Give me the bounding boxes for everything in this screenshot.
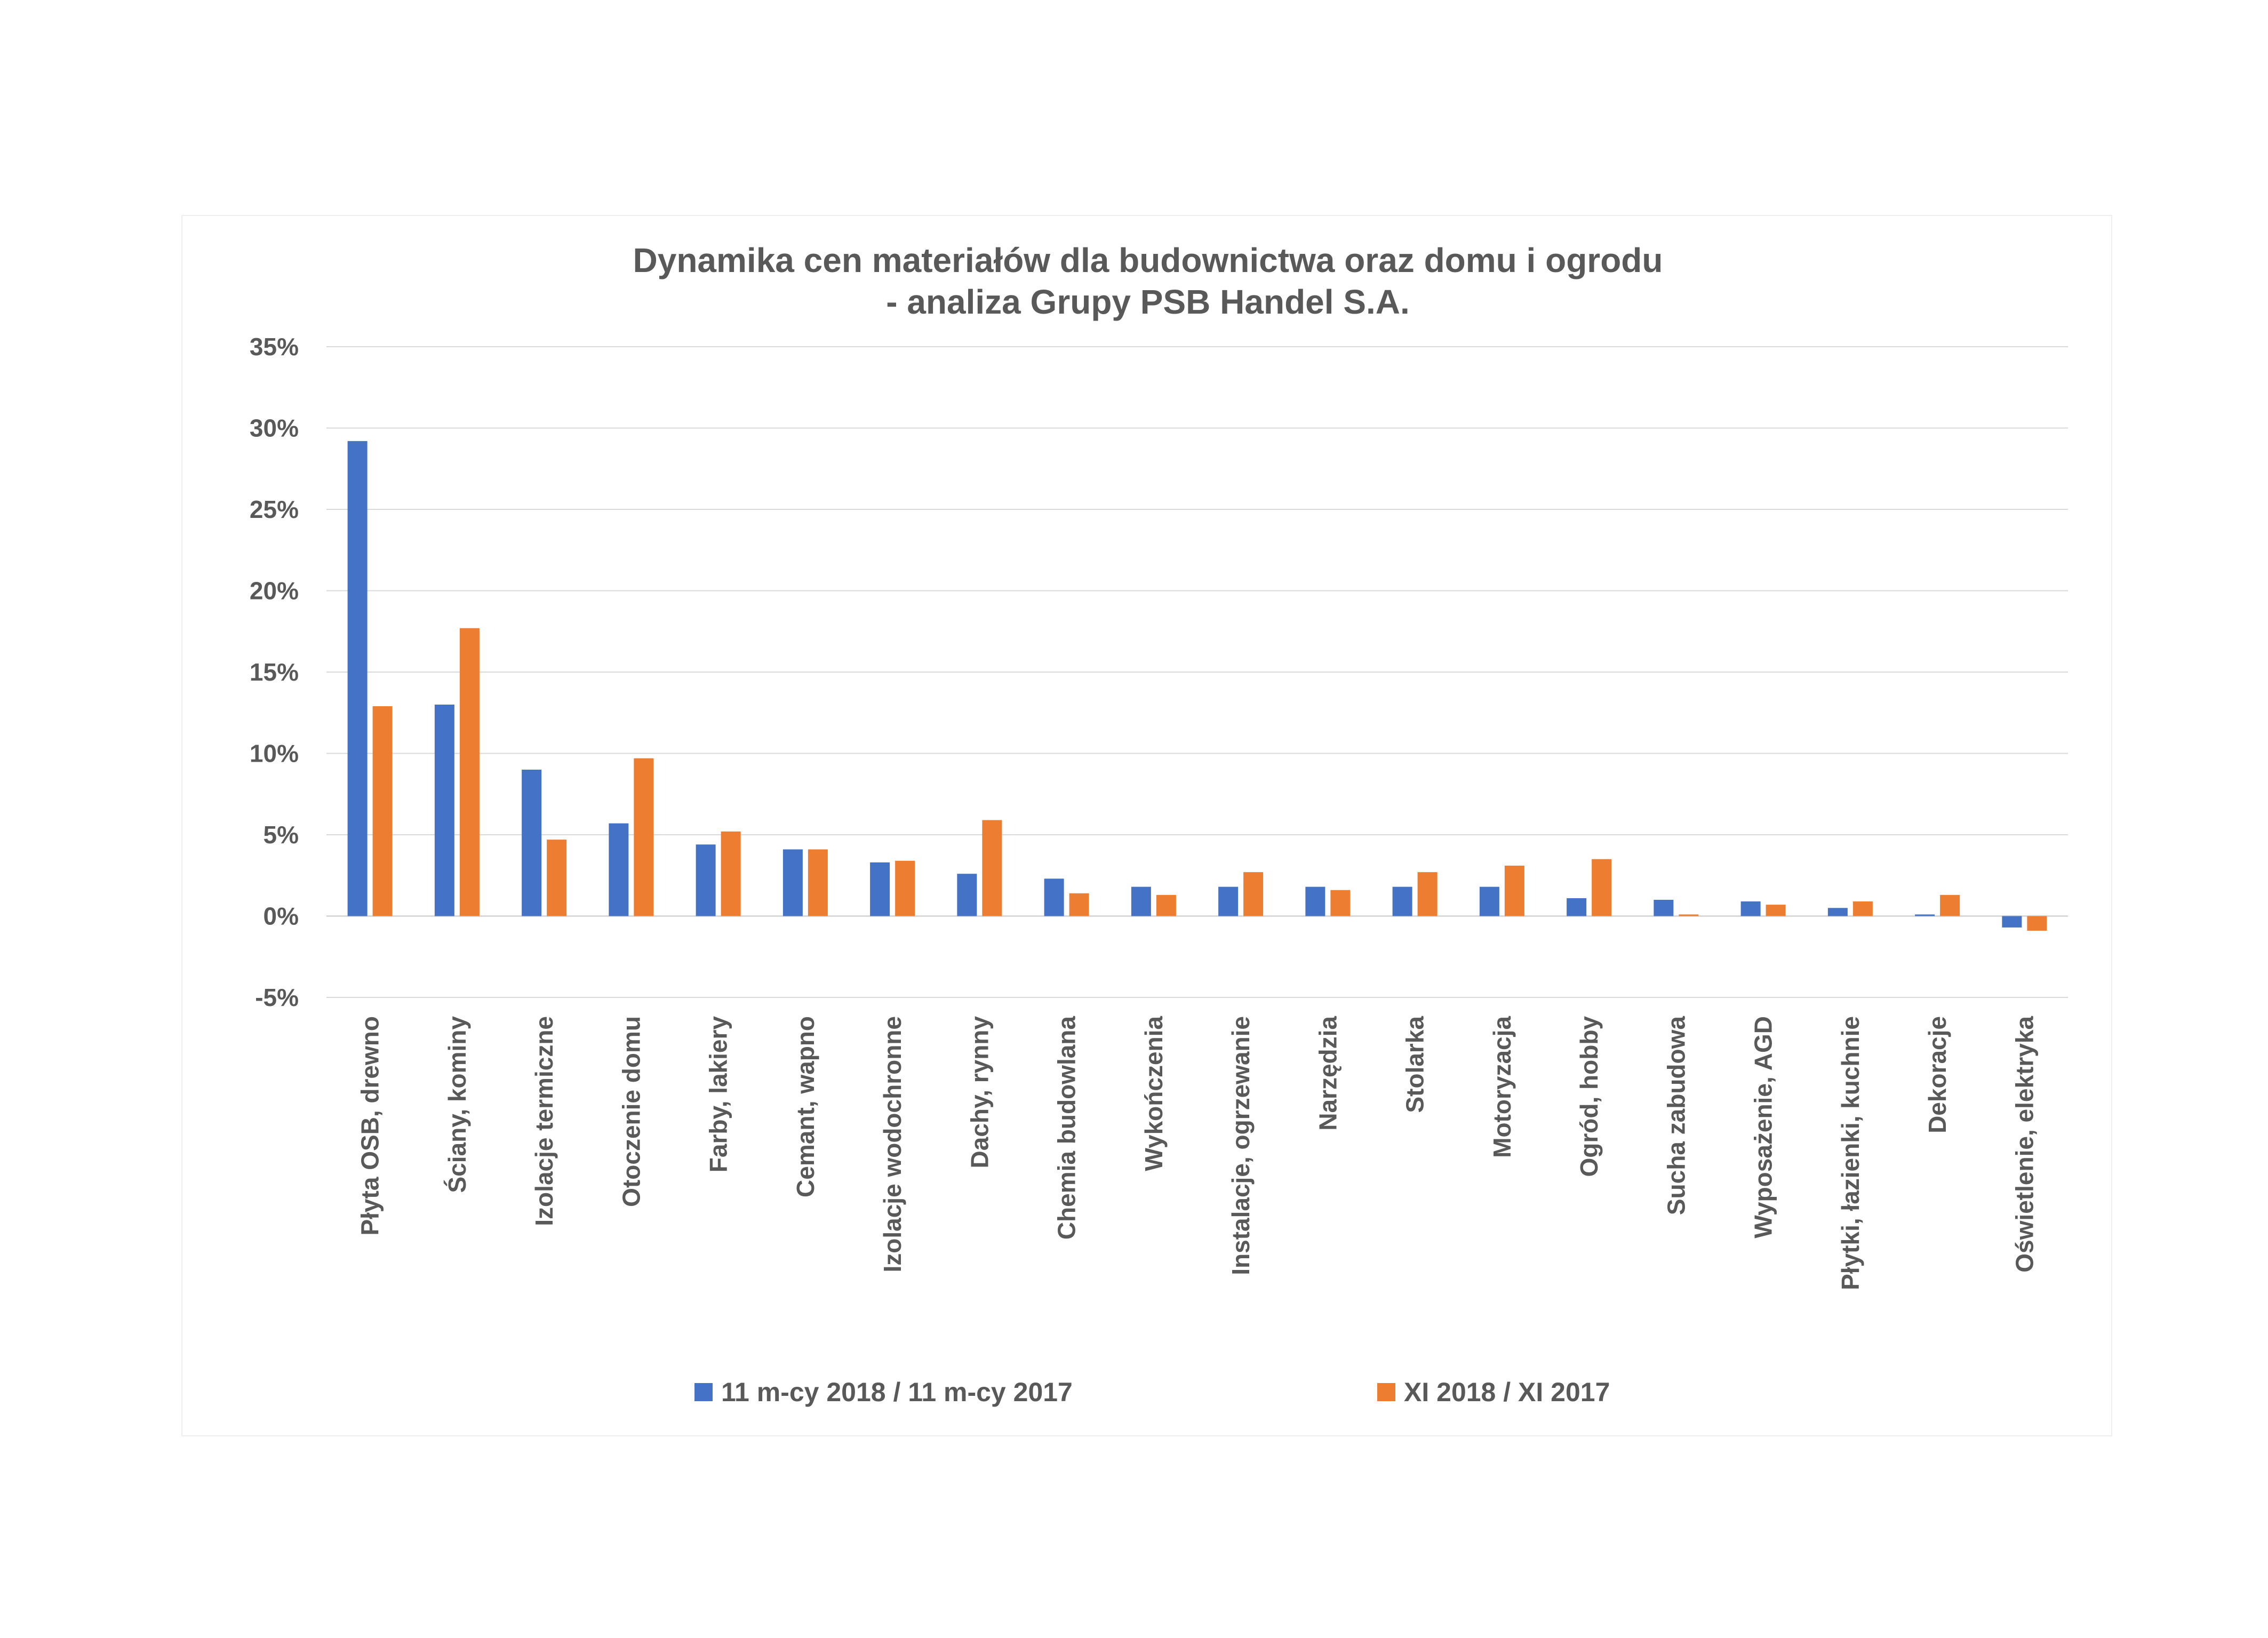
x-axis-category-labels: Płyta OSB, drewno Ściany, kominy Izolacje … bbox=[356, 1016, 2039, 1290]
bar bbox=[434, 705, 454, 916]
bar bbox=[459, 628, 480, 916]
bar bbox=[1218, 886, 1239, 916]
y-tick-label: 20% bbox=[250, 577, 299, 605]
bar bbox=[522, 770, 542, 916]
legend-label: 11 m-cy 2018 / 11 m-cy 2017 bbox=[721, 1377, 1073, 1407]
x-category-label: Farby, lakiery bbox=[705, 1016, 732, 1173]
x-category-label: Ogród, hobby bbox=[1575, 1016, 1603, 1177]
bar bbox=[634, 758, 654, 916]
x-category-label: Sucha zabudowa bbox=[1662, 1016, 1690, 1216]
bar bbox=[1567, 898, 1587, 916]
bar bbox=[1740, 901, 1761, 916]
legend-label: XI 2018 / XI 2017 bbox=[1404, 1377, 1610, 1407]
bar bbox=[1827, 908, 1848, 916]
bar bbox=[372, 706, 393, 916]
x-category-label: Dekoracje bbox=[1923, 1016, 1951, 1133]
y-tick-label: 15% bbox=[250, 658, 299, 686]
chart-subtitle-line: - analiza Grupy PSB Handel S.A. bbox=[886, 283, 1410, 321]
bar bbox=[696, 844, 716, 916]
y-tick-label: 0% bbox=[263, 902, 299, 930]
chart-frame: Dynamika cen materiałów dla budownictwa … bbox=[181, 215, 2112, 1436]
bar bbox=[1940, 894, 1960, 916]
bar bbox=[1156, 894, 1176, 916]
x-category-label: Instalacje, ogrzewanie bbox=[1227, 1016, 1255, 1275]
x-category-label: Wyposażenie, AGD bbox=[1750, 1016, 1777, 1239]
y-tick-label: 35% bbox=[250, 333, 299, 361]
x-category-label: Otoczenie domu bbox=[617, 1016, 645, 1207]
x-category-label: Cemant, wapno bbox=[792, 1016, 819, 1197]
legend-swatch bbox=[694, 1383, 713, 1401]
bar bbox=[609, 823, 629, 916]
bar bbox=[1852, 901, 1873, 916]
y-tick-label: 5% bbox=[263, 821, 299, 849]
bar bbox=[1392, 886, 1412, 916]
x-category-label: Płyta OSB, drewno bbox=[356, 1016, 384, 1236]
bar bbox=[1504, 865, 1524, 916]
x-category-label: Ściany, kominy bbox=[443, 1016, 471, 1193]
legend: 11 m-cy 2018 / 11 m-cy 2017 XI 2018 / XI … bbox=[694, 1377, 1610, 1407]
y-axis-ticks: -5% 0% 5% 10% 15% 20% 25% 30% 35% bbox=[250, 333, 299, 1011]
bar bbox=[347, 441, 368, 916]
x-category-label: Narzędzia bbox=[1314, 1016, 1341, 1131]
chart-title: Dynamika cen materiałów dla budownictwa … bbox=[633, 241, 1663, 321]
bar bbox=[1679, 914, 1699, 916]
x-category-label: Dachy, rynny bbox=[965, 1016, 993, 1169]
bar bbox=[1243, 872, 1264, 916]
y-tick-label: 30% bbox=[250, 414, 299, 442]
bar bbox=[808, 849, 828, 916]
bar bbox=[1417, 872, 1438, 916]
chart-title-line: Dynamika cen materiałów dla budownictwa … bbox=[633, 241, 1663, 279]
bar bbox=[957, 874, 977, 916]
bar bbox=[982, 820, 1002, 916]
bar bbox=[782, 849, 803, 916]
bar bbox=[2027, 916, 2047, 931]
bar bbox=[1479, 886, 1499, 916]
x-category-label: Motoryzacja bbox=[1488, 1016, 1516, 1158]
bar bbox=[1766, 905, 1786, 916]
x-category-label: Płytki, łazienki, kuchnie bbox=[1836, 1016, 1864, 1290]
x-category-label: Chemia budowlana bbox=[1053, 1016, 1081, 1240]
x-category-label: Izolacje termiczne bbox=[530, 1016, 558, 1226]
chart: Dynamika cen materiałów dla budownictwa … bbox=[250, 241, 2068, 1407]
gridlines bbox=[326, 346, 2068, 998]
bar bbox=[1592, 859, 1612, 916]
bar bbox=[1330, 890, 1351, 916]
y-tick-label: 25% bbox=[250, 496, 299, 523]
legend-swatch bbox=[1377, 1383, 1395, 1401]
bar bbox=[2002, 916, 2022, 928]
bar bbox=[1131, 886, 1151, 916]
bar bbox=[870, 862, 890, 916]
y-tick-label: 10% bbox=[250, 740, 299, 768]
x-category-label: Stolarka bbox=[1401, 1016, 1429, 1113]
bar bbox=[1305, 886, 1325, 916]
bar bbox=[1654, 900, 1674, 916]
bar bbox=[1044, 878, 1064, 916]
bars bbox=[347, 441, 2047, 931]
bar bbox=[895, 860, 915, 916]
bar bbox=[1915, 914, 1935, 916]
x-category-label: Wykończenia bbox=[1140, 1016, 1168, 1171]
bar bbox=[721, 831, 741, 916]
x-category-label: Izolacje wodochronne bbox=[879, 1016, 906, 1273]
bar bbox=[1069, 893, 1089, 916]
bar bbox=[547, 840, 567, 916]
y-tick-label: -5% bbox=[255, 984, 299, 1011]
x-category-label: Oświetlenie, elektryka bbox=[2010, 1016, 2038, 1273]
